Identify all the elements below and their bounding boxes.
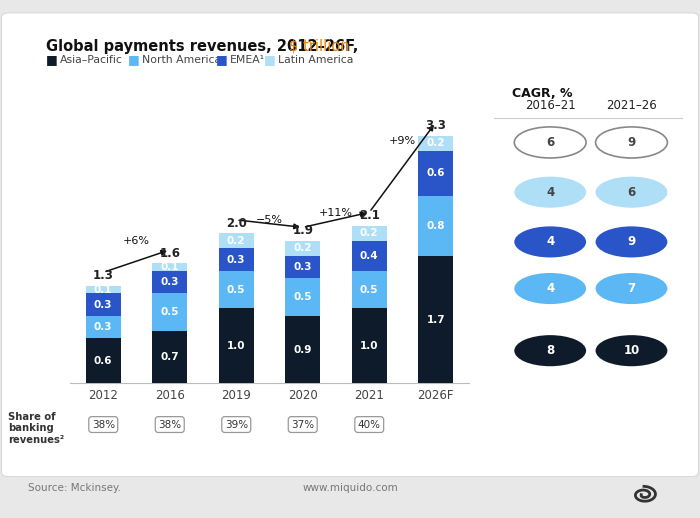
Text: www.miquido.com: www.miquido.com xyxy=(302,483,398,493)
Bar xyxy=(153,293,187,331)
Text: 6: 6 xyxy=(627,185,636,199)
Text: 9: 9 xyxy=(627,136,636,149)
Text: 0.5: 0.5 xyxy=(160,307,179,317)
Bar xyxy=(352,308,386,383)
Bar xyxy=(286,278,320,316)
Text: 1.0: 1.0 xyxy=(360,341,379,351)
Text: Asia–Pacific: Asia–Pacific xyxy=(60,54,122,65)
Bar xyxy=(219,234,253,248)
Text: 6: 6 xyxy=(546,136,554,149)
Text: 0.6: 0.6 xyxy=(94,356,113,366)
Bar xyxy=(419,196,453,256)
Ellipse shape xyxy=(596,273,667,304)
Text: 2021–26: 2021–26 xyxy=(606,99,657,112)
Ellipse shape xyxy=(514,335,586,366)
Ellipse shape xyxy=(596,127,667,158)
Bar xyxy=(352,241,386,271)
Ellipse shape xyxy=(514,226,586,257)
Bar xyxy=(219,248,253,271)
Text: ■: ■ xyxy=(216,53,228,66)
Text: 2.0: 2.0 xyxy=(226,217,246,229)
Text: Share of
banking
revenues²: Share of banking revenues² xyxy=(8,412,64,445)
Text: ■: ■ xyxy=(264,53,276,66)
Bar xyxy=(419,136,453,151)
Text: 0.1: 0.1 xyxy=(94,284,113,295)
Text: 0.4: 0.4 xyxy=(360,251,379,261)
Bar xyxy=(352,271,386,308)
Bar xyxy=(352,226,386,241)
Text: 0.3: 0.3 xyxy=(293,262,312,272)
Bar xyxy=(219,271,253,308)
Text: 1.6: 1.6 xyxy=(160,247,181,260)
Text: 2016–21: 2016–21 xyxy=(525,99,575,112)
Ellipse shape xyxy=(596,226,667,257)
Bar xyxy=(86,293,120,316)
Bar xyxy=(86,286,120,293)
Bar xyxy=(153,263,187,271)
Text: Latin America: Latin America xyxy=(278,54,354,65)
Text: $ trillion: $ trillion xyxy=(289,39,350,54)
Text: ■: ■ xyxy=(46,53,57,66)
Text: 0.3: 0.3 xyxy=(160,277,179,287)
Bar xyxy=(286,316,320,383)
Text: 3.3: 3.3 xyxy=(426,119,446,132)
Text: ■: ■ xyxy=(128,53,140,66)
Bar xyxy=(219,308,253,383)
Text: 10: 10 xyxy=(623,344,640,357)
Bar xyxy=(286,241,320,256)
Text: 0.8: 0.8 xyxy=(426,221,445,231)
Text: North America: North America xyxy=(142,54,221,65)
Text: 0.5: 0.5 xyxy=(227,284,246,295)
Bar xyxy=(419,151,453,196)
Bar xyxy=(419,256,453,383)
Text: 38%: 38% xyxy=(158,420,181,429)
Bar xyxy=(86,338,120,383)
Text: +9%: +9% xyxy=(389,136,416,147)
Text: 0.2: 0.2 xyxy=(426,138,445,148)
Text: 7: 7 xyxy=(627,282,636,295)
Ellipse shape xyxy=(514,127,586,158)
Text: 0.3: 0.3 xyxy=(94,322,113,332)
Bar xyxy=(286,256,320,278)
Text: 1.9: 1.9 xyxy=(292,224,313,237)
Text: 9: 9 xyxy=(627,235,636,249)
Text: 37%: 37% xyxy=(291,420,314,429)
Text: 0.2: 0.2 xyxy=(227,236,246,246)
Text: 0.6: 0.6 xyxy=(426,168,445,178)
Text: 0.2: 0.2 xyxy=(293,243,312,253)
Text: +6%: +6% xyxy=(123,236,150,246)
Text: 4: 4 xyxy=(546,235,554,249)
Text: 2.1: 2.1 xyxy=(359,209,379,222)
Ellipse shape xyxy=(514,273,586,304)
Text: 38%: 38% xyxy=(92,420,115,429)
Bar xyxy=(86,316,120,338)
Text: 40%: 40% xyxy=(358,420,381,429)
Text: 4: 4 xyxy=(546,185,554,199)
Text: Global payments revenues, 2012–26F,: Global payments revenues, 2012–26F, xyxy=(46,39,363,54)
Ellipse shape xyxy=(596,177,667,208)
Text: 0.1: 0.1 xyxy=(160,262,179,272)
Text: 0.5: 0.5 xyxy=(360,284,379,295)
Text: EMEA¹: EMEA¹ xyxy=(230,54,265,65)
Text: 0.7: 0.7 xyxy=(160,352,179,362)
Text: 0.3: 0.3 xyxy=(94,299,113,310)
Text: 1.7: 1.7 xyxy=(426,314,445,325)
Text: 0.3: 0.3 xyxy=(227,255,246,265)
Bar xyxy=(153,271,187,293)
Text: 0.9: 0.9 xyxy=(293,344,312,355)
Text: CAGR, %: CAGR, % xyxy=(512,87,573,99)
Text: Source: Mckinsey.: Source: Mckinsey. xyxy=(28,483,121,493)
Text: 39%: 39% xyxy=(225,420,248,429)
Ellipse shape xyxy=(596,335,667,366)
Text: −5%: −5% xyxy=(256,215,283,225)
Text: 0.5: 0.5 xyxy=(293,292,312,302)
Text: 1.0: 1.0 xyxy=(227,341,246,351)
Text: 4: 4 xyxy=(546,282,554,295)
Text: 1.3: 1.3 xyxy=(93,269,113,282)
Bar xyxy=(153,331,187,383)
Text: 0.2: 0.2 xyxy=(360,228,379,238)
Text: +11%: +11% xyxy=(319,208,353,219)
Text: 8: 8 xyxy=(546,344,554,357)
Ellipse shape xyxy=(514,177,586,208)
